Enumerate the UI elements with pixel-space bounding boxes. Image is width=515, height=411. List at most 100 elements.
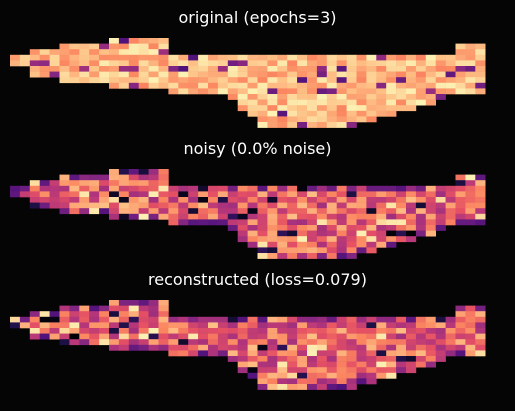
heatmap-cell	[376, 54, 387, 61]
heatmap-cell	[287, 202, 298, 209]
heatmap-cell	[148, 333, 159, 340]
heatmap-cell	[257, 225, 268, 231]
heatmap-cell	[435, 66, 446, 72]
heatmap-cell	[237, 105, 248, 112]
heatmap-cell	[148, 71, 159, 78]
heatmap-cell	[89, 311, 100, 318]
heatmap-cell	[39, 197, 50, 203]
heatmap-cell	[336, 54, 347, 61]
heatmap-cell	[69, 333, 80, 340]
heatmap-cell	[277, 122, 288, 128]
heatmap-cell	[455, 316, 466, 323]
heatmap-cell	[99, 43, 110, 50]
heatmap-cell	[227, 328, 238, 334]
heatmap-cell	[475, 185, 486, 192]
heatmap-cell	[178, 82, 189, 89]
heatmap-cell	[109, 169, 120, 175]
heatmap-cell	[277, 356, 288, 362]
heatmap-cell	[257, 99, 268, 106]
heatmap-cell	[79, 191, 90, 198]
heatmap-cell	[346, 230, 357, 237]
heatmap-cell	[277, 350, 288, 357]
heatmap-cell	[208, 350, 219, 357]
heatmap-cell	[366, 328, 377, 334]
heatmap-cell	[386, 191, 397, 198]
heatmap-cell	[287, 105, 298, 112]
heatmap-cell	[307, 191, 318, 198]
heatmap-cell	[356, 213, 367, 220]
heatmap-cell	[316, 384, 328, 390]
heatmap-cell	[326, 185, 337, 192]
heatmap-cell	[158, 333, 169, 340]
heatmap-cell	[188, 66, 199, 72]
heatmap-cell	[326, 71, 337, 78]
heatmap-cell	[376, 71, 387, 78]
heatmap-cell	[138, 316, 149, 323]
heatmap-cell	[376, 213, 387, 220]
heatmap-cell	[89, 71, 100, 78]
heatmap-cell	[475, 344, 486, 351]
heatmap-cell	[316, 339, 328, 346]
heatmap-cell	[29, 54, 40, 61]
heatmap-cell	[59, 180, 70, 187]
heatmap-cell	[386, 82, 397, 89]
heatmap-cell	[425, 66, 436, 72]
heatmap-cell	[425, 328, 436, 334]
heatmap-cell	[267, 105, 278, 112]
heatmap-cell	[257, 236, 268, 243]
heatmap-cell	[356, 82, 367, 89]
heatmap-cell	[475, 71, 486, 78]
heatmap-cell	[465, 88, 476, 95]
heatmap-cell	[297, 110, 308, 117]
heatmap-cell	[29, 66, 40, 72]
heatmap-cell	[188, 219, 199, 226]
heatmap-cell	[277, 339, 288, 346]
heatmap-cell	[406, 105, 417, 112]
heatmap-cell	[396, 208, 407, 215]
heatmap-cell	[336, 66, 347, 72]
heatmap-cell	[336, 384, 347, 390]
heatmap-cell	[307, 54, 318, 61]
heatmap-cell	[475, 322, 486, 329]
heatmap-cell	[287, 88, 298, 95]
heatmap-cell	[346, 105, 357, 112]
heatmap-cell	[326, 99, 337, 106]
heatmap-cell	[406, 54, 417, 61]
heatmap-cell	[109, 66, 120, 72]
heatmap-cell	[475, 191, 486, 198]
heatmap-cell	[188, 322, 199, 329]
heatmap-cell	[287, 361, 298, 368]
heatmap-cell	[346, 94, 357, 100]
heatmap-cell	[465, 316, 476, 323]
heatmap-cell	[326, 356, 337, 362]
heatmap-cell	[396, 105, 407, 112]
heatmap-cell	[257, 372, 268, 379]
heatmap-cell	[138, 339, 149, 346]
heatmap-cell	[217, 66, 229, 72]
heatmap-cell	[425, 77, 436, 84]
heatmap-cell	[29, 328, 40, 334]
heatmap-cell	[346, 185, 357, 192]
heatmap-cell	[118, 213, 130, 220]
heatmap-cell	[336, 185, 347, 192]
heatmap-cell	[227, 356, 238, 362]
heatmap-cell	[396, 328, 407, 334]
heatmap-cell	[336, 197, 347, 203]
heatmap-cell	[148, 322, 159, 329]
heatmap-cell	[307, 71, 318, 78]
heatmap-cell	[227, 316, 238, 323]
heatmap-cell	[415, 328, 427, 334]
heatmap-cell	[208, 202, 219, 209]
heatmap-cell	[49, 66, 60, 72]
heatmap-cell	[287, 94, 298, 100]
heatmap-cell	[178, 328, 189, 334]
heatmap-cell	[455, 339, 466, 346]
heatmap-cell	[316, 356, 328, 362]
heatmap-cell	[376, 350, 387, 357]
heatmap-cell	[435, 197, 446, 203]
heatmap-cell	[168, 185, 179, 192]
heatmap-cell	[277, 208, 288, 215]
heatmap-cell	[148, 77, 159, 84]
heatmap-cell	[415, 197, 427, 203]
heatmap-cell	[109, 38, 120, 44]
